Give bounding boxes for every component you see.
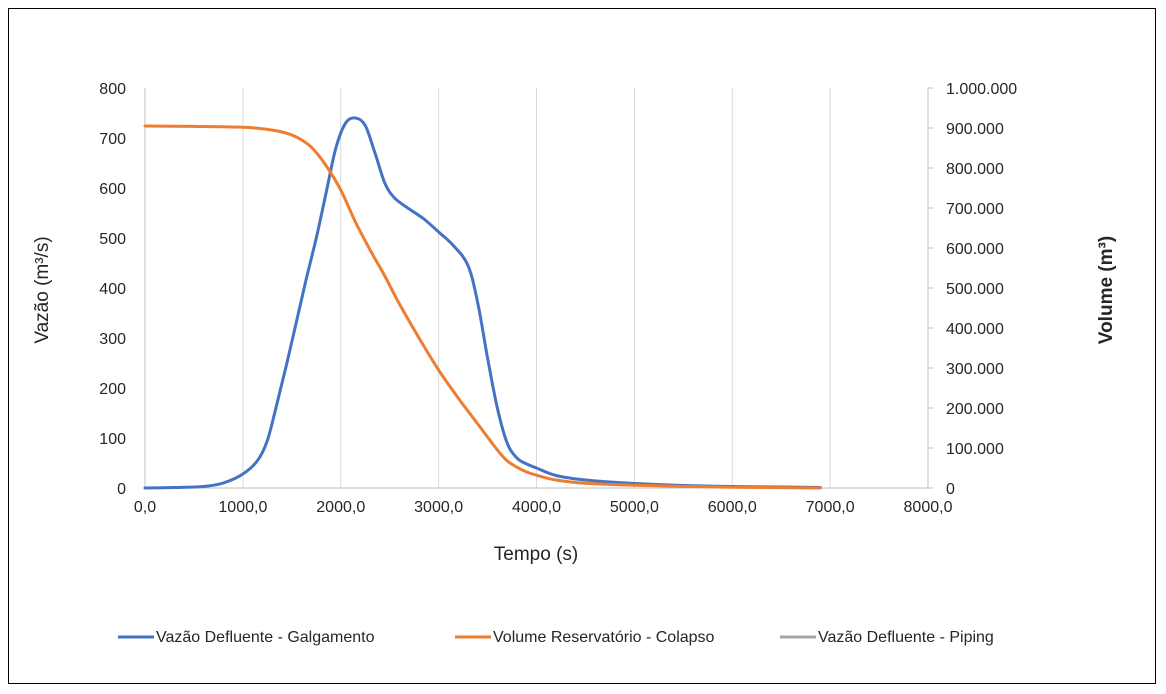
legend-label-1: Volume Reservatório - Colapso <box>493 629 715 646</box>
right-y-tick-label-10: 1.000.000 <box>946 81 1017 98</box>
left-y-tick-label-6: 600 <box>99 181 126 198</box>
left-y-tick-label-0: 0 <box>117 481 126 498</box>
right-y-tick-label-0: 0 <box>946 481 955 498</box>
right-y-axis-title: Volume (m³) <box>1096 236 1117 344</box>
x-tick-labels: 0,0 1000,0 2000,0 3000,0 4000,0 5000,0 6000,0 7… <box>134 499 953 516</box>
right-y-tick-label-9: 900.000 <box>946 121 1004 138</box>
x-tick-label-1: 1000,0 <box>218 499 267 516</box>
right-y-tick-labels: 0 100.000 200.000 300.000 400.000 500.000 600.… <box>946 81 1017 498</box>
x-tick-label-8: 8000,0 <box>904 499 953 516</box>
legend-label-2: Vazão Defluente - Piping <box>818 629 994 646</box>
series-line-1 <box>143 124 822 490</box>
axes <box>144 87 933 489</box>
left-y-tick-label-5: 500 <box>99 231 126 248</box>
x-tick-label-7: 7000,0 <box>806 499 855 516</box>
left-y-tick-label-7: 700 <box>99 131 126 148</box>
x-tick-label-5: 5000,0 <box>610 499 659 516</box>
legend: Vazão Defluente - Galgamento Volume Reser… <box>118 629 994 646</box>
left-y-tick-label-2: 200 <box>99 381 126 398</box>
series-line-0 <box>143 116 822 490</box>
left-y-tick-labels: 0 100 200 300 400 500 600 700 800 <box>99 81 126 498</box>
vertical-gridlines <box>242 88 929 488</box>
left-y-tick-label-3: 300 <box>99 331 126 348</box>
left-y-tick-label-8: 800 <box>99 81 126 98</box>
left-y-axis-title: Vazão (m³/s) <box>32 236 53 343</box>
right-y-tick-label-2: 200.000 <box>946 401 1004 418</box>
legend-label-0: Vazão Defluente - Galgamento <box>156 629 375 646</box>
right-y-tick-label-7: 700.000 <box>946 201 1004 218</box>
right-y-tick-label-3: 300.000 <box>946 361 1004 378</box>
x-tick-label-2: 2000,0 <box>316 499 365 516</box>
series-lines <box>143 116 822 490</box>
left-y-tick-label-1: 100 <box>99 431 126 448</box>
right-y-tick-label-6: 600.000 <box>946 241 1004 258</box>
left-y-tick-label-4: 400 <box>99 281 126 298</box>
x-axis-title: Tempo (s) <box>494 544 578 565</box>
right-y-tick-label-1: 100.000 <box>946 441 1004 458</box>
x-tick-label-4: 4000,0 <box>512 499 561 516</box>
x-tick-label-3: 3000,0 <box>414 499 463 516</box>
x-tick-label-6: 6000,0 <box>708 499 757 516</box>
right-y-tick-label-8: 800.000 <box>946 161 1004 178</box>
right-y-tick-label-4: 400.000 <box>946 321 1004 338</box>
x-tick-label-0: 0,0 <box>134 499 156 516</box>
right-y-tick-label-5: 500.000 <box>946 281 1004 298</box>
chart-frame <box>8 8 1156 684</box>
